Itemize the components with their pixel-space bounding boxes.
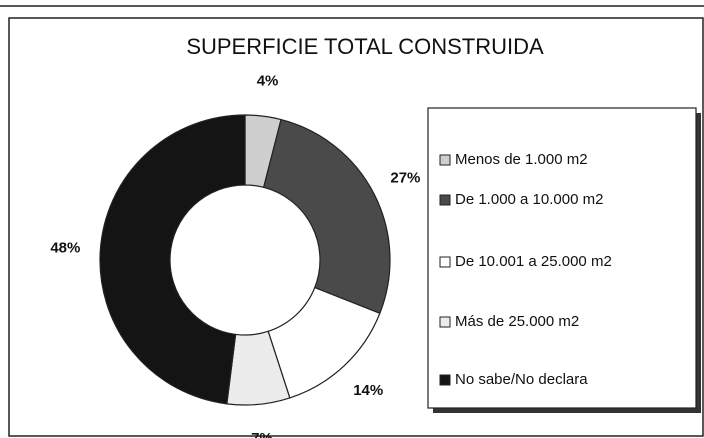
legend-label: De 10.001 a 25.000 m2 (455, 253, 612, 270)
legend-label: De 1.000 a 10.000 m2 (455, 191, 603, 208)
legend-swatch (439, 316, 451, 328)
data-label: 4% (257, 72, 279, 89)
donut-slice (99, 114, 246, 405)
legend-swatch (439, 154, 451, 166)
data-label: 48% (50, 240, 80, 257)
legend-label: Más de 25.000 m2 (455, 313, 579, 330)
legend-label: Menos de 1.000 m2 (455, 151, 588, 168)
legend-label: No sabe/No declara (455, 371, 588, 388)
data-label: 14% (353, 382, 383, 399)
donut-slice (262, 118, 391, 315)
legend-swatch (439, 374, 451, 386)
data-label: 27% (390, 169, 420, 186)
legend-swatch (439, 194, 451, 206)
data-label: 7% (251, 430, 273, 438)
legend-swatch (439, 256, 451, 268)
chart-title: SUPERFICIE TOTAL CONSTRUIDA (186, 34, 544, 59)
legend-box (427, 107, 697, 409)
